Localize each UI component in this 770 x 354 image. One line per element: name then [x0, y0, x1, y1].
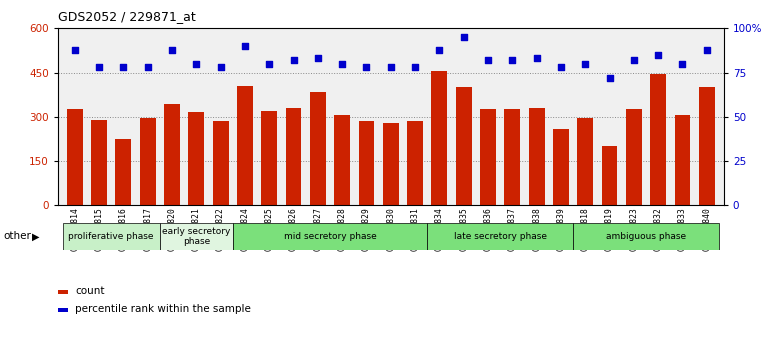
Point	[190, 61, 203, 67]
Bar	[427, 223, 573, 250]
Point	[360, 64, 373, 70]
Bar	[189, 113, 204, 205]
Point	[579, 61, 591, 67]
Point	[434, 47, 446, 52]
Bar	[529, 108, 544, 205]
Point	[93, 64, 105, 70]
Bar	[310, 92, 326, 205]
Point	[385, 64, 397, 70]
Text: percentile rank within the sample: percentile rank within the sample	[75, 304, 251, 314]
Point	[506, 57, 518, 63]
Bar	[286, 108, 301, 205]
Text: other: other	[4, 232, 32, 241]
Bar	[699, 87, 715, 205]
Point	[263, 61, 276, 67]
Bar	[334, 115, 350, 205]
Bar	[456, 87, 471, 205]
Text: ▶: ▶	[32, 232, 40, 241]
Bar	[480, 109, 496, 205]
Text: early secretory
phase: early secretory phase	[162, 227, 230, 246]
Point	[166, 47, 178, 52]
Point	[482, 57, 494, 63]
Bar	[233, 223, 427, 250]
Bar	[407, 121, 423, 205]
Bar	[651, 74, 666, 205]
Bar	[573, 223, 719, 250]
Bar	[116, 139, 131, 205]
Bar	[67, 109, 82, 205]
Point	[287, 57, 300, 63]
Text: GDS2052 / 229871_at: GDS2052 / 229871_at	[58, 10, 196, 23]
Bar	[383, 123, 399, 205]
Bar	[431, 71, 447, 205]
Bar	[675, 115, 691, 205]
Bar	[62, 223, 160, 250]
Text: mid secretory phase: mid secretory phase	[283, 232, 377, 241]
Bar	[359, 121, 374, 205]
Bar	[213, 121, 229, 205]
Bar	[160, 223, 233, 250]
Bar	[601, 146, 618, 205]
Text: late secretory phase: late secretory phase	[454, 232, 547, 241]
Point	[215, 64, 227, 70]
Point	[312, 56, 324, 61]
Bar	[91, 120, 107, 205]
Bar	[237, 86, 253, 205]
Point	[628, 57, 640, 63]
Point	[701, 47, 713, 52]
Point	[69, 47, 81, 52]
Bar	[140, 118, 156, 205]
Point	[239, 43, 251, 49]
Text: ambiguous phase: ambiguous phase	[606, 232, 686, 241]
Bar	[164, 104, 180, 205]
Point	[531, 56, 543, 61]
Point	[676, 61, 688, 67]
Bar	[504, 109, 521, 205]
Point	[117, 64, 129, 70]
Bar	[261, 111, 277, 205]
Point	[409, 64, 421, 70]
Text: count: count	[75, 286, 105, 296]
Point	[652, 52, 665, 58]
Point	[457, 34, 470, 40]
Bar	[578, 118, 593, 205]
Bar	[626, 109, 641, 205]
Point	[142, 64, 154, 70]
Text: proliferative phase: proliferative phase	[69, 232, 154, 241]
Bar	[553, 129, 569, 205]
Point	[604, 75, 616, 81]
Point	[554, 64, 567, 70]
Point	[336, 61, 348, 67]
